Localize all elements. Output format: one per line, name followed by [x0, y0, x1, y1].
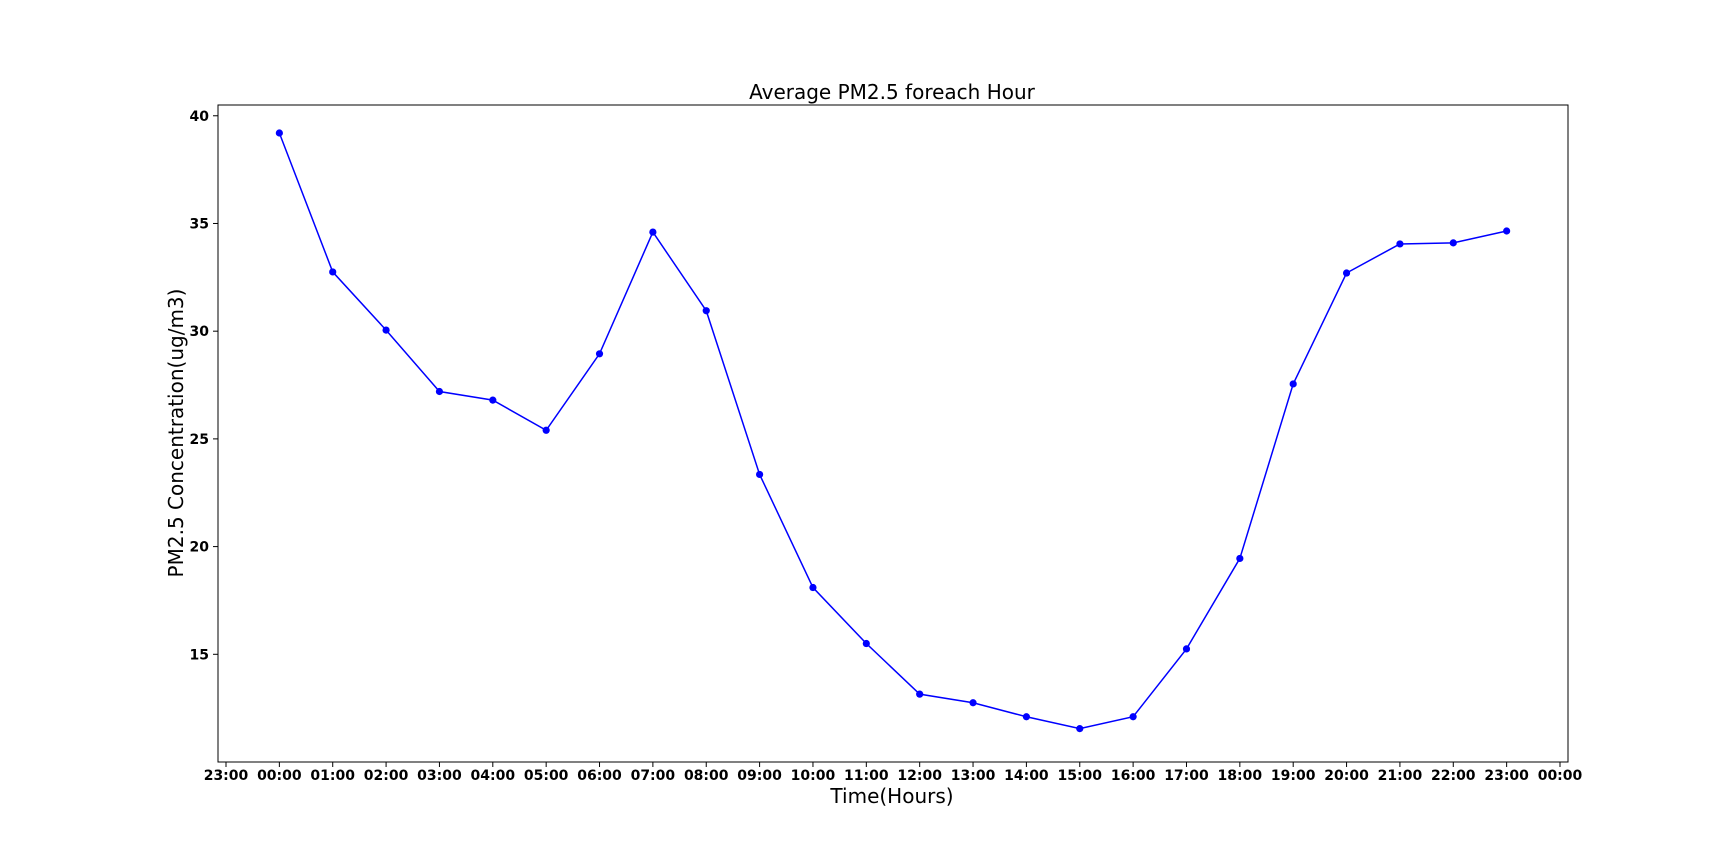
data-point [969, 699, 977, 707]
x-tick-label: 15:00 [1057, 768, 1102, 784]
y-tick-label: 15 [190, 647, 209, 663]
data-point [809, 583, 817, 592]
data-point [329, 268, 337, 276]
data-point [649, 228, 657, 236]
y-tick-label: 20 [190, 540, 210, 556]
series-line [278, 132, 1507, 730]
x-axis: 23:00 00:00 01:00 02:00 03:00 04:00 05:00 06:00… [204, 762, 1583, 784]
data-point [382, 326, 390, 334]
x-tick-label: 00:00 [1538, 768, 1583, 784]
data-point [1129, 713, 1137, 721]
x-tick-label: 23:00 [204, 768, 249, 784]
y-axis: 15 20 25 30 35 40 [190, 109, 218, 663]
data-point [1396, 240, 1404, 248]
x-tick-label: 08:00 [684, 768, 729, 784]
x-tick-label: 05:00 [524, 768, 569, 784]
y-tick-label: 40 [190, 109, 210, 125]
data-point [702, 307, 710, 315]
x-tick-label: 03:00 [417, 768, 462, 784]
data-point [862, 639, 870, 648]
y-tick-label: 35 [190, 216, 209, 232]
x-tick-label: 16:00 [1111, 768, 1156, 784]
data-point [1503, 227, 1511, 235]
data-point [275, 129, 283, 137]
series-layer [275, 129, 1511, 733]
y-axis-label: PM2.5 Concentration(ug/m3) [164, 289, 188, 578]
x-tick-label: 20:00 [1324, 768, 1369, 784]
x-tick-label: 18:00 [1218, 768, 1263, 784]
data-point [1022, 713, 1030, 721]
data-point [756, 470, 764, 479]
x-tick-label: 02:00 [364, 768, 409, 784]
data-point [1182, 645, 1191, 653]
x-tick-label: 11:00 [844, 768, 889, 784]
data-point [489, 396, 497, 404]
x-tick-label: 23:00 [1484, 768, 1529, 784]
x-tick-label: 19:00 [1271, 768, 1316, 784]
data-point [542, 426, 550, 434]
x-tick-label: 06:00 [577, 768, 622, 784]
x-tick-label: 14:00 [1004, 768, 1049, 784]
data-point [595, 350, 604, 358]
x-tick-label: 09:00 [737, 768, 782, 784]
x-tick-label: 04:00 [471, 768, 516, 784]
x-tick-label: 07:00 [631, 768, 676, 784]
x-tick-label: 17:00 [1164, 768, 1209, 784]
data-point [1289, 380, 1297, 388]
data-point [1342, 269, 1351, 277]
x-tick-label: 12:00 [897, 768, 942, 784]
x-tick-label: 21:00 [1378, 768, 1423, 784]
chart-title: Average PM2.5 foreach Hour [749, 80, 1036, 104]
data-point [1076, 725, 1084, 733]
x-axis-label: Time(Hours) [829, 784, 953, 808]
data-point [1236, 554, 1244, 563]
plot-area [217, 104, 1569, 763]
data-point [1449, 239, 1457, 247]
y-tick-label: 30 [190, 324, 210, 340]
data-point [435, 387, 444, 396]
x-tick-label: 22:00 [1431, 768, 1476, 784]
data-point [916, 690, 924, 698]
y-tick-label: 25 [190, 432, 209, 448]
x-tick-label: 01:00 [310, 768, 355, 784]
x-tick-label: 10:00 [791, 768, 836, 784]
x-tick-label: 00:00 [257, 768, 302, 784]
x-tick-label: 13:00 [951, 768, 996, 784]
